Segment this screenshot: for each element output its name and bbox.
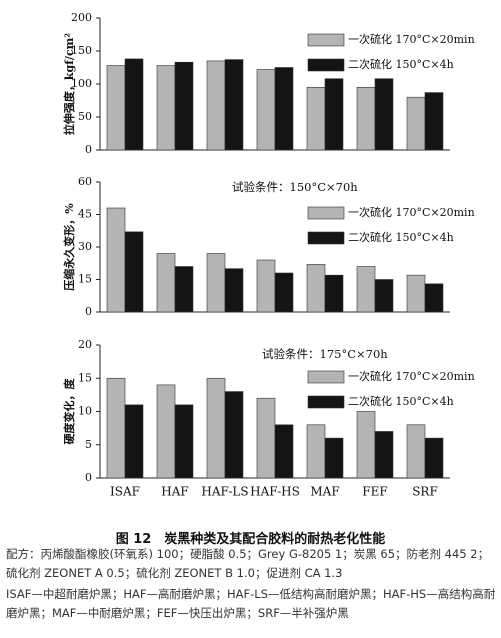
bar	[324, 437, 344, 479]
bar	[274, 424, 294, 479]
bar	[324, 78, 344, 151]
x-tick-label: HAF	[161, 485, 188, 499]
y-tick-label: 45	[78, 208, 92, 221]
x-tick-label: SRF	[412, 485, 438, 499]
bar	[106, 65, 126, 151]
legend-swatch	[307, 206, 345, 220]
bar	[324, 274, 344, 313]
y-tick-label: 10	[78, 405, 92, 418]
legend-swatch	[307, 395, 345, 409]
bar	[374, 78, 394, 151]
bar	[106, 207, 126, 313]
bar	[256, 259, 276, 313]
bar	[274, 272, 294, 313]
legend-swatch	[307, 231, 345, 245]
legend-label: 二次硫化 150°C×4h	[348, 230, 454, 244]
y-axis-label: 压缩永久变形，%	[62, 203, 76, 291]
bar	[224, 59, 244, 151]
legend-label: 一次硫化 170°C×20min	[348, 205, 475, 219]
bar	[306, 87, 326, 151]
bar	[356, 411, 376, 479]
bar	[306, 264, 326, 313]
y-tick-label: 20	[78, 338, 92, 351]
bar	[156, 65, 176, 151]
bar	[256, 397, 276, 479]
y-tick-label: 0	[85, 143, 92, 156]
bar	[406, 96, 426, 151]
bar	[174, 61, 194, 151]
bar	[356, 87, 376, 151]
figure-caption: 图 12 炭黑种类及其配合胶料的耐热老化性能	[115, 532, 386, 547]
y-tick-label: 5	[85, 438, 92, 451]
x-tick-label: ISAF	[110, 485, 140, 499]
bar	[124, 58, 144, 151]
y-tick-label: 60	[78, 175, 92, 188]
y-tick-label: 50	[78, 110, 92, 123]
legend-label: 二次硫化 150°C×4h	[348, 394, 454, 408]
legend-swatch	[307, 33, 345, 47]
legend-label: 一次硫化 170°C×20min	[348, 369, 475, 383]
legend-label: 一次硫化 170°C×20min	[348, 32, 475, 46]
bar	[124, 231, 144, 313]
y-axis-label: 硬度变化，度	[62, 378, 76, 445]
bar	[274, 67, 294, 151]
bar	[424, 437, 444, 479]
bar	[356, 266, 376, 313]
annotation: 试验条件：150°C×70h	[232, 180, 358, 194]
bar	[256, 69, 276, 151]
y-tick-label: 200	[71, 11, 92, 24]
y-tick-label: 0	[85, 305, 92, 318]
bar	[206, 253, 226, 313]
bar	[106, 377, 126, 479]
y-tick-label: 30	[78, 240, 92, 253]
bar	[424, 92, 444, 151]
x-tick-label: FEF	[362, 485, 387, 499]
bar	[206, 60, 226, 151]
bar	[406, 424, 426, 479]
bar	[224, 268, 244, 313]
y-axis-label: 拉伸强度，kgf/cm²	[62, 33, 76, 135]
legend-swatch	[307, 58, 345, 72]
annotation: 试验条件：175°C×70h	[262, 347, 388, 361]
y-tick-label: 15	[78, 371, 92, 384]
bar	[224, 391, 244, 479]
legend-label: 二次硫化 150°C×4h	[348, 57, 454, 71]
x-tick-label: MAF	[310, 485, 339, 499]
bar	[424, 283, 444, 313]
x-tick-label: HAF-LS	[201, 485, 248, 499]
formula-note: 配方：丙烯酸酯橡胶(环氧系) 100；硬脂酸 0.5；Grey G-8205 1…	[6, 547, 490, 580]
x-tick-label: HAF-HS	[250, 485, 300, 499]
bar	[174, 404, 194, 479]
legend-swatch	[307, 370, 345, 384]
bar	[374, 279, 394, 313]
y-tick-label: 0	[85, 471, 92, 484]
bar	[406, 274, 426, 313]
y-tick-label: 150	[71, 44, 92, 57]
y-tick-label: 100	[71, 77, 92, 90]
abbreviation-note: ISAF—中超耐磨炉黑；HAF—高耐磨炉黑；HAF-LS—低结构高耐磨炉黑；HA…	[6, 587, 496, 620]
bar	[374, 431, 394, 479]
bar	[306, 424, 326, 479]
y-tick-label: 15	[78, 273, 92, 286]
bar	[174, 266, 194, 313]
bar	[124, 404, 144, 479]
bar	[156, 384, 176, 479]
bar	[156, 253, 176, 313]
bar	[206, 377, 226, 479]
